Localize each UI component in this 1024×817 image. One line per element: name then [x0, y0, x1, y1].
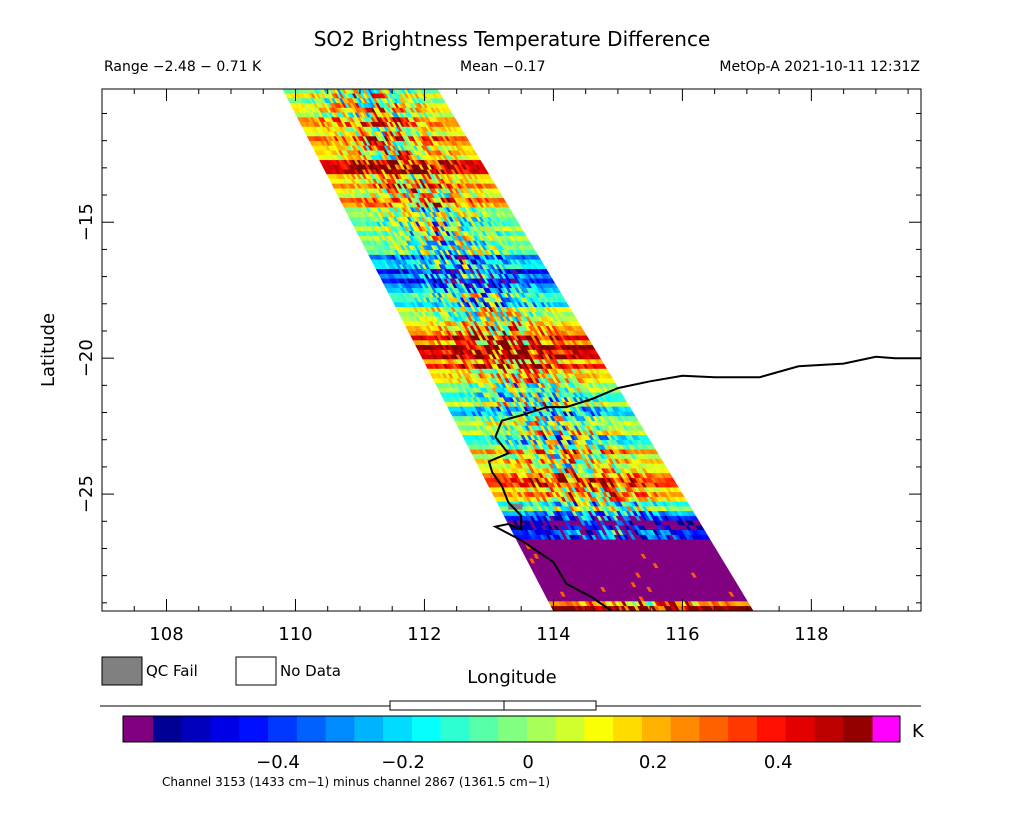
satellite-text: MetOp-A 2021-10-11 12:31Z — [719, 59, 920, 75]
mean-text: Mean −0.17 — [460, 59, 546, 75]
plot-area: 108 110 112 114 116 118−15−20−25 — [76, 88, 922, 645]
swath-layer — [282, 89, 754, 611]
figure-title: SO2 Brightness Temperature Difference — [314, 27, 711, 51]
range-text: Range −2.48 − 0.71 K — [104, 59, 262, 75]
